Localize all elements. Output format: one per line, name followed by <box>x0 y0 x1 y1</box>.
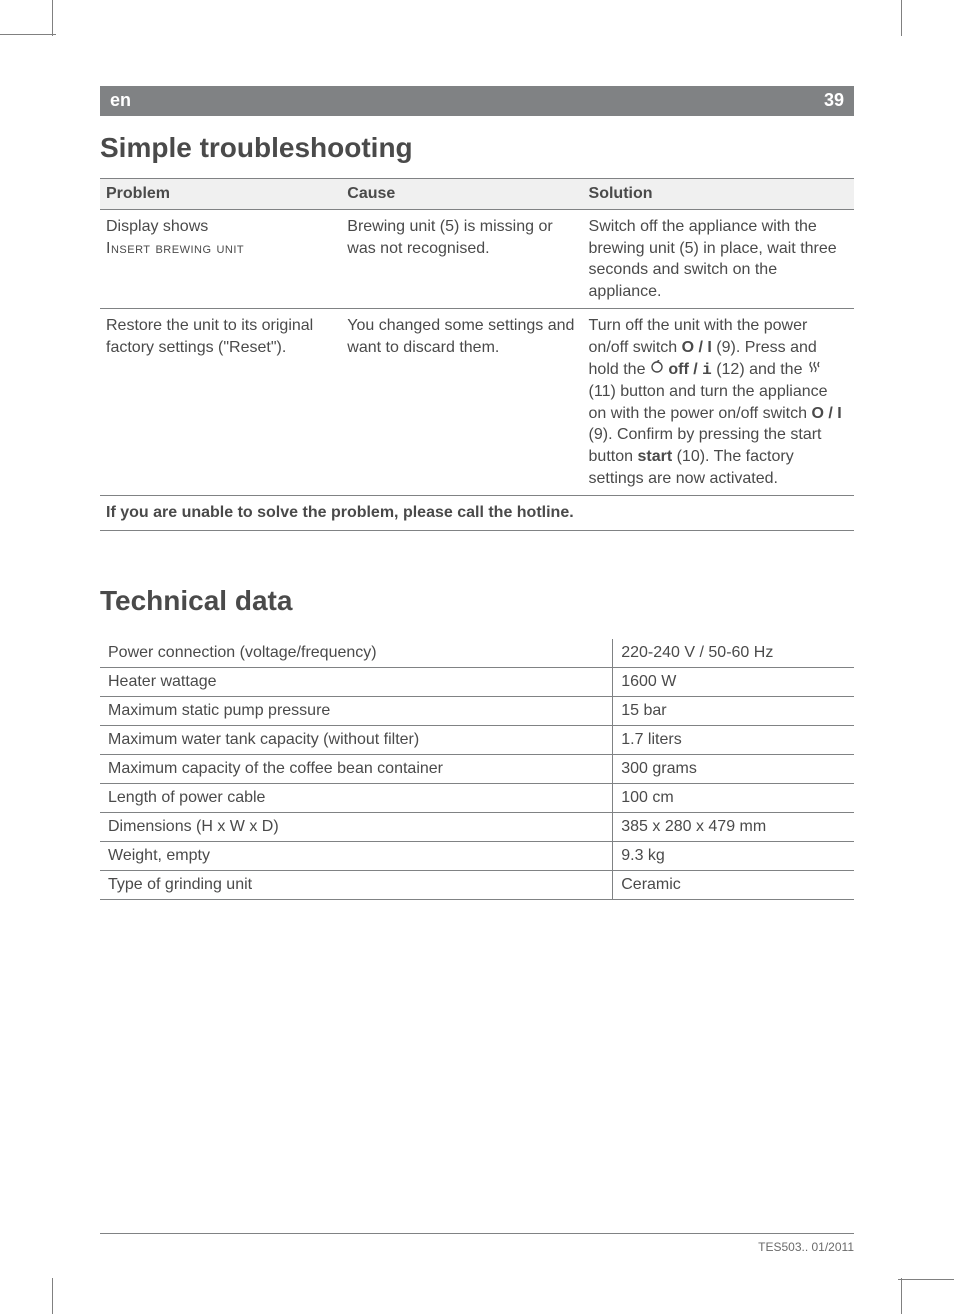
table-row: Maximum static pump pressure15 bar <box>100 696 854 725</box>
table-header-row: Problem Cause Solution <box>100 179 854 210</box>
crop-mark <box>901 1278 902 1314</box>
techdata-label: Power connection (voltage/frequency) <box>100 639 613 668</box>
cell-problem: Restore the unit to its original factory… <box>100 309 341 496</box>
crop-mark <box>901 0 902 36</box>
page-footer: TES503.. 01/2011 <box>100 1233 854 1254</box>
display-message-text: Insert brewing unit <box>106 240 244 257</box>
cell-cause: Brewing unit (5) is missing or was not r… <box>341 210 582 309</box>
solution-text: (11) button and turn the appliance on wi… <box>589 383 828 422</box>
header-lang: en <box>110 90 131 111</box>
techdata-value: 300 grams <box>613 754 854 783</box>
col-header-solution: Solution <box>583 179 854 210</box>
table-row: Dimensions (H x W x D)385 x 280 x 479 mm <box>100 812 854 841</box>
col-header-cause: Cause <box>341 179 582 210</box>
section-title-technical-data: Technical data <box>100 585 854 617</box>
cell-problem: Display shows Insert brewing unit <box>100 210 341 309</box>
techdata-value: 100 cm <box>613 783 854 812</box>
table-row: Weight, empty9.3 kg <box>100 841 854 870</box>
section-title-troubleshooting: Simple troubleshooting <box>100 132 854 164</box>
techdata-value: 385 x 280 x 479 mm <box>613 812 854 841</box>
crop-mark <box>898 1279 954 1280</box>
table-row: Maximum capacity of the coffee bean cont… <box>100 754 854 783</box>
info-i-label: i <box>702 361 712 379</box>
table-footer-row: If you are unable to solve the problem, … <box>100 496 854 531</box>
table-row: Type of grinding unitCeramic <box>100 870 854 899</box>
header-rule <box>100 115 854 116</box>
switch-label: O / I <box>682 339 712 356</box>
problem-text: Display shows <box>106 218 208 235</box>
start-label: start <box>637 448 672 465</box>
table-footer-text: If you are unable to solve the problem, … <box>100 496 854 531</box>
techdata-label: Dimensions (H x W x D) <box>100 812 613 841</box>
table-row: Length of power cable100 cm <box>100 783 854 812</box>
techdata-value: 1600 W <box>613 667 854 696</box>
crop-mark <box>52 0 53 36</box>
switch-label: O / I <box>811 405 841 422</box>
table-row: Heater wattage1600 W <box>100 667 854 696</box>
techdata-label: Length of power cable <box>100 783 613 812</box>
techdata-label: Maximum static pump pressure <box>100 696 613 725</box>
solution-text: (12) and the <box>712 361 807 378</box>
techdata-label: Weight, empty <box>100 841 613 870</box>
header-page-number: 39 <box>824 90 844 111</box>
col-header-problem: Problem <box>100 179 341 210</box>
page-header-bar: en 39 <box>100 86 854 115</box>
crop-mark <box>0 34 56 35</box>
table-row: Power connection (voltage/frequency)220-… <box>100 639 854 668</box>
cell-solution: Turn off the unit with the power on/off … <box>583 309 854 496</box>
techdata-label: Heater wattage <box>100 667 613 696</box>
techdata-value: Ceramic <box>613 870 854 899</box>
crop-mark <box>52 1278 53 1314</box>
technical-data-table: Power connection (voltage/frequency)220-… <box>100 639 854 900</box>
table-row: Maximum water tank capacity (without fil… <box>100 725 854 754</box>
cell-cause: You changed some settings and want to di… <box>341 309 582 496</box>
techdata-value: 220-240 V / 50-60 Hz <box>613 639 854 668</box>
techdata-value: 1.7 liters <box>613 725 854 754</box>
table-row: Display shows Insert brewing unit Brewin… <box>100 210 854 309</box>
cell-solution: Switch off the appliance with the brewin… <box>583 210 854 309</box>
techdata-label: Type of grinding unit <box>100 870 613 899</box>
footer-rule <box>100 1233 854 1234</box>
off-label: off / <box>664 361 702 378</box>
techdata-label: Maximum water tank capacity (without fil… <box>100 725 613 754</box>
eco-icon <box>650 359 664 381</box>
troubleshooting-table: Problem Cause Solution Display shows Ins… <box>100 178 854 531</box>
techdata-value: 9.3 kg <box>613 841 854 870</box>
table-row: Restore the unit to its original factory… <box>100 309 854 496</box>
footer-text: TES503.. 01/2011 <box>100 1240 854 1254</box>
techdata-value: 15 bar <box>613 696 854 725</box>
techdata-label: Maximum capacity of the coffee bean cont… <box>100 754 613 783</box>
steam-icon <box>807 359 821 381</box>
